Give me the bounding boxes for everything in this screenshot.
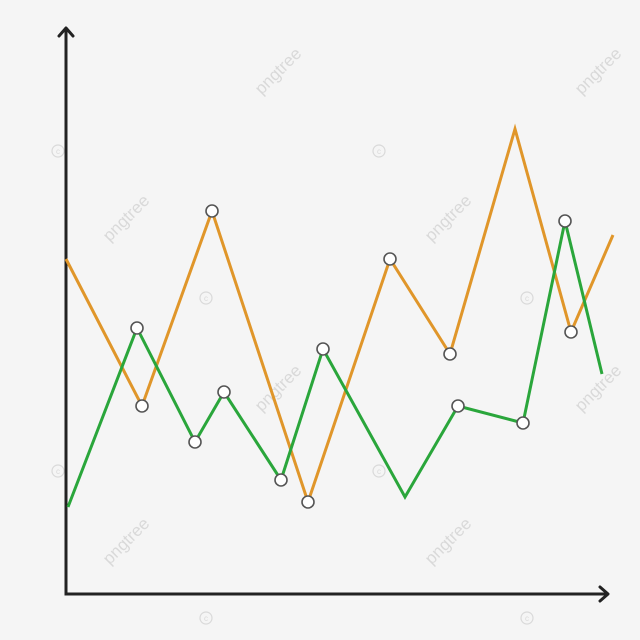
watermark-text: pngtree — [99, 514, 153, 568]
series-layer — [64, 123, 615, 508]
watermark-copyright-icon: c — [372, 464, 386, 478]
svg-text:c: c — [525, 294, 529, 303]
watermark-copyright-icon: c — [51, 464, 65, 478]
series-1-point — [383, 252, 397, 266]
marker-layer — [130, 204, 578, 509]
watermark-text: pngtree — [571, 361, 625, 415]
watermark-copyright-icon: c — [51, 144, 65, 158]
y-axis-arrow — [57, 26, 75, 38]
x-axis-arrow — [598, 585, 610, 603]
series-1-line — [64, 123, 615, 507]
svg-text:c: c — [377, 467, 381, 476]
series-2-point — [130, 321, 144, 335]
series-2-point — [558, 214, 572, 228]
series-2-point — [516, 416, 530, 430]
watermark-text: pngtree — [421, 191, 475, 245]
watermark-copyright-icon: c — [199, 611, 213, 625]
svg-text:c: c — [56, 147, 60, 156]
series-1-point — [301, 495, 315, 509]
series-2-point — [217, 385, 231, 399]
axes — [57, 26, 610, 603]
series-1-point — [564, 325, 578, 339]
series-2-line — [66, 220, 604, 508]
series-2-point — [188, 435, 202, 449]
svg-text:c: c — [525, 614, 529, 623]
watermark-copyright-icon: c — [372, 144, 386, 158]
watermark-copyright-icon: c — [199, 291, 213, 305]
series-1-point — [205, 204, 219, 218]
watermark-text: pngtree — [571, 44, 625, 98]
series-1-point — [135, 399, 149, 413]
series-1-point — [443, 347, 457, 361]
watermark-copyright-icon: c — [520, 291, 534, 305]
svg-text:c: c — [377, 147, 381, 156]
watermark-text: pngtree — [421, 514, 475, 568]
svg-text:c: c — [56, 467, 60, 476]
series-2-point — [451, 399, 465, 413]
watermark-text: pngtree — [251, 44, 305, 98]
watermark-copyright-icon: c — [520, 611, 534, 625]
svg-text:c: c — [204, 614, 208, 623]
svg-text:c: c — [204, 294, 208, 303]
watermark-text: pngtree — [99, 191, 153, 245]
series-2-point — [274, 473, 288, 487]
series-2-point — [316, 342, 330, 356]
